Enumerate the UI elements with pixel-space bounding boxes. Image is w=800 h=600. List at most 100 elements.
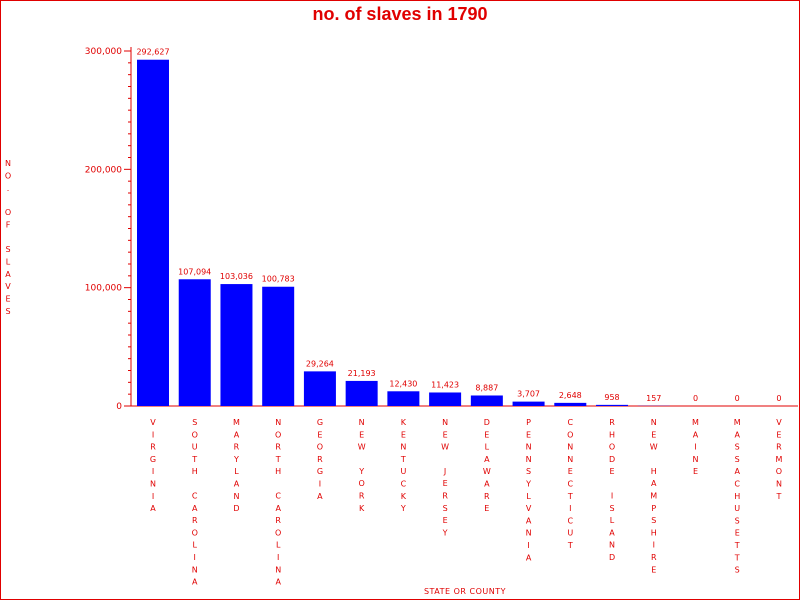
data-label: 103,036 [220,272,253,281]
x-tick-label-char: O [609,443,615,452]
x-tick-label-char: R [234,443,240,452]
data-label: 11,423 [431,380,459,389]
x-tick-label-char: C [401,480,407,489]
x-tick-label-char: I [611,492,613,501]
x-tick-label-char: R [609,418,615,427]
y-axis-label-char: F [6,221,11,230]
bar [470,395,503,406]
x-tick-label-char: D [233,504,239,513]
y-axis-label-char: V [5,282,11,291]
x-tick-label-char: A [734,467,740,476]
x-tick-label-char: A [192,578,198,587]
x-tick-label-char: R [317,455,323,464]
x-tick-label-char: C [734,480,740,489]
x-tick-label-char: E [443,516,448,525]
x-tick-label-char: N [400,443,406,452]
x-tick-label-char: O [275,528,281,537]
x-tick-label-char: C [275,492,281,501]
x-axis-label: STATE OR COUNTY [424,587,506,596]
x-tick-label-char: S [735,566,740,575]
x-tick-label-char: T [567,541,573,550]
y-tick-label: 300,000 [85,47,122,57]
x-tick-label-char: A [484,480,490,489]
bar [220,284,253,406]
x-tick-label-char: A [234,430,240,439]
x-tick-label-char: H [734,492,740,501]
data-label: 0 [693,394,698,403]
y-axis-label-char: A [5,270,11,279]
x-tick-label-char: L [192,541,197,550]
x-tick-label-char: L [485,443,490,452]
x-tick-label-char: A [693,430,699,439]
x-tick-label-char: E [693,467,698,476]
x-tick-label-char: N [442,418,448,427]
x-tick-label-char: O [192,528,198,537]
x-tick-label-char: W [483,467,491,476]
x-tick-label-char: G [150,455,156,464]
x-tick-label-char: E [484,430,489,439]
x-tick-label-char: R [651,553,657,562]
x-tick-label-char: I [277,553,279,562]
x-tick-label-char: E [735,529,740,538]
x-tick-label-char: C [192,492,198,501]
x-tick-label-char: C [568,516,574,525]
x-tick-label-char: K [401,492,407,501]
y-axis-label-char: L [6,257,11,266]
x-tick-label-char: N [192,565,198,574]
bar [554,402,587,406]
x-tick-label-char: R [776,443,782,452]
x-tick-label-char: O [192,430,198,439]
x-tick-label-char: A [234,480,240,489]
x-tick-label-char: N [275,418,281,427]
x-tick-label-char: W [650,443,658,452]
x-tick-label-char: L [526,492,531,501]
x-tick-label-char: S [526,467,531,476]
x-tick-label-char: E [317,430,322,439]
x-tick-label-char: A [150,504,156,513]
x-tick-label-char: R [275,516,281,525]
x-tick-label-char: A [317,492,323,501]
x-tick-label-char: E [568,467,573,476]
x-tick-label-char: N [567,455,573,464]
bar [512,401,545,406]
x-tick-label-char: I [653,541,655,550]
x-tick-label-char: R [442,492,448,501]
x-tick-label-char: T [776,492,782,501]
y-axis-label-char: O [5,171,11,180]
x-tick-label-char: S [735,443,740,452]
x-tick-label-char: S [443,504,448,513]
y-tick-label: 200,000 [85,165,122,175]
x-tick-label-char: E [609,467,614,476]
x-tick-label-char: H [275,467,281,476]
x-tick-label-char: M [775,455,782,464]
x-tick-label-char: I [569,504,571,513]
x-tick-label-char: A [526,553,532,562]
data-label: 0 [735,394,740,403]
x-tick-label-char: N [651,418,657,427]
x-tick-label-char: A [275,578,281,587]
x-tick-label-char: L [276,541,281,550]
x-tick-label-char: N [692,455,698,464]
x-tick-label-char: P [651,504,656,513]
x-tick-label-char: I [152,430,154,439]
x-tick-label-char: E [776,430,781,439]
x-tick-label-char: O [275,430,281,439]
bar [303,371,336,406]
x-tick-label-char: I [152,467,154,476]
x-tick-label-char: N [150,480,156,489]
x-tick-label-char: R [359,492,365,501]
x-tick-label-char: N [233,492,239,501]
data-label: 8,887 [475,383,498,392]
data-label: 958 [604,393,619,402]
x-tick-label-char: V [526,504,532,513]
x-tick-label-char: T [734,541,740,550]
y-axis-label-char: S [5,307,10,316]
x-tick-label-char: T [400,455,406,464]
x-tick-label-char: O [359,479,365,488]
x-tick-label-char: E [526,430,531,439]
x-tick-label-char: A [526,516,532,525]
bar [137,59,169,406]
y-axis-label-char: N [5,159,11,168]
x-tick-label-char: V [776,418,782,427]
